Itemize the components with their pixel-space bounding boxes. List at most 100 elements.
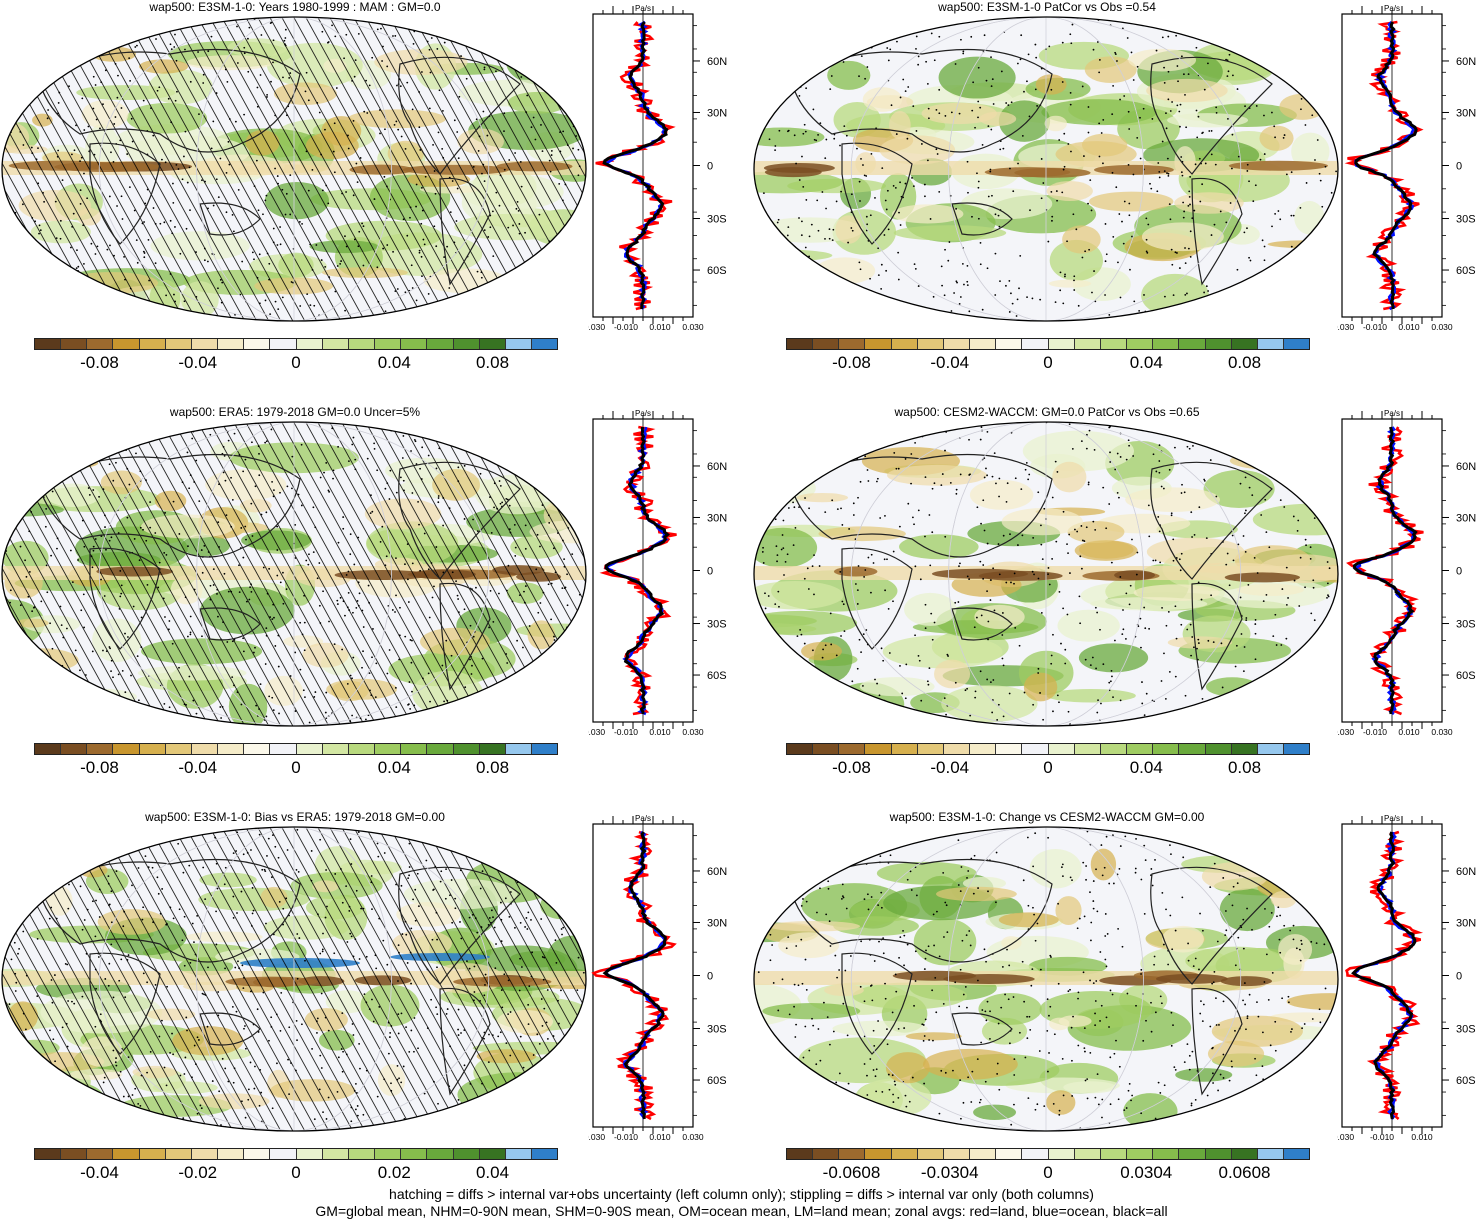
colorbar-swatch [1022,1149,1048,1159]
colorbar-swatch [401,339,427,349]
colorbar-swatch [35,744,61,754]
colorbar-swatch [1232,1149,1258,1159]
colorbar-swatch [375,339,401,349]
colorbar-swatch [401,744,427,754]
colorbar-swatch [87,1149,113,1159]
colorbar-swatch [996,744,1022,754]
colorbar-swatch [140,744,166,754]
colorbar-swatch [1101,744,1127,754]
colorbar-swatch [480,1149,506,1159]
latitude-label: 0 [1456,566,1462,578]
zonal-unit-label: Pa/s [635,814,651,823]
colorbar-label: 0 [1043,758,1052,778]
colorbar-label: -0.08 [832,758,871,778]
colorbar-label: 0.08 [1228,353,1261,373]
world-map [752,824,1340,1144]
map-field [0,824,588,1144]
zonal-x-tick-label: -0.010 [614,322,638,332]
footer-line-1: hatching = diffs > internal var+obs unce… [0,1186,1483,1202]
latitude-label: 0 [1456,971,1462,983]
colorbar-swatch [892,339,918,349]
latitude-label: 30N [707,512,727,524]
colorbar-swatch [427,1149,453,1159]
colorbar-swatch [140,1149,166,1159]
latitude-label: 60N [1456,866,1476,878]
colorbar-swatch [1101,1149,1127,1159]
latitude-label: 30S [707,214,727,226]
zonal-x-tick-label: 0.010 [649,1132,671,1142]
colorbar-swatch [218,744,244,754]
world-map [0,824,588,1144]
latitude-label: 60S [707,670,727,682]
zonal-x-tick-label: -0.030 [1337,1132,1354,1142]
colorbar-label: 0.0608 [1219,1163,1271,1183]
colorbar-swatch [892,1149,918,1159]
colorbar-label: -0.0608 [823,1163,881,1183]
latitude-label: 30S [1456,214,1476,226]
colorbar-swatch [944,744,970,754]
latitude-label: 60S [1456,265,1476,277]
colorbar-label: -0.04 [930,353,969,373]
colorbar-swatch [1075,744,1101,754]
world-map [752,419,1340,739]
colorbar-swatch [813,744,839,754]
colorbar-swatch [454,339,480,349]
colorbar-swatch [865,744,891,754]
panel-title: wap500: CESM2-WACCM: GM=0.0 PatCor vs Ob… [752,405,1342,419]
colorbar-label: 0 [1043,1163,1052,1183]
latitude-label: 0 [707,161,713,173]
colorbar-label: 0.04 [378,353,411,373]
colorbar-swatch [401,1149,427,1159]
colorbar-swatch [244,1149,270,1159]
colorbar-swatch [1153,1149,1179,1159]
colorbar [786,338,1310,350]
world-map [752,14,1340,334]
map-field [752,14,1340,334]
zonal-x-tick-label: -0.010 [1363,727,1387,737]
latitude-label: 30N [1456,107,1476,119]
colorbar-label: -0.02 [178,1163,217,1183]
colorbar-label: -0.04 [80,1163,119,1183]
colorbar-swatch [918,744,944,754]
colorbar [34,1148,558,1160]
colorbar-swatch [970,1149,996,1159]
colorbar-label: 0 [1043,353,1052,373]
latitude-label: 30N [707,917,727,929]
colorbar-swatch [839,744,865,754]
latitude-label: 60S [707,265,727,277]
colorbar-label: 0 [291,1163,300,1183]
colorbar-label: 0.04 [476,1163,509,1183]
colorbar-label: 0.0304 [1120,1163,1172,1183]
latitude-label: 60N [707,461,727,473]
colorbar-swatch [944,339,970,349]
colorbar-swatch [1075,1149,1101,1159]
colorbar-swatch [61,339,87,349]
colorbar-swatch [506,339,532,349]
colorbar-label: -0.04 [178,758,217,778]
colorbar-swatch [1206,1149,1232,1159]
colorbar-swatch [1206,744,1232,754]
colorbar-swatch [506,744,532,754]
zonal-x-tick-label: 0.010 [1411,1132,1433,1142]
colorbar-label: 0 [291,353,300,373]
zonal-x-tick-label: -0.010 [1363,322,1387,332]
colorbar-swatch [532,744,557,754]
colorbar-swatch [1049,744,1075,754]
colorbar-swatch [996,1149,1022,1159]
colorbar-label: -0.04 [178,353,217,373]
colorbar-swatch [454,744,480,754]
colorbar-swatch [270,1149,296,1159]
latitude-label: 60S [1456,670,1476,682]
zonal-x-tick-label: 0.010 [649,727,671,737]
latitude-label: 60N [707,866,727,878]
panel-title: wap500: E3SM-1-0: Change vs CESM2-WACCM … [752,810,1342,824]
zonal-x-tick-label: -0.010 [614,1132,638,1142]
colorbar-swatch [192,1149,218,1159]
colorbar-swatch [1153,339,1179,349]
colorbar-swatch [113,1149,139,1159]
colorbar-swatch [1153,744,1179,754]
colorbar-label: 0.08 [1228,758,1261,778]
